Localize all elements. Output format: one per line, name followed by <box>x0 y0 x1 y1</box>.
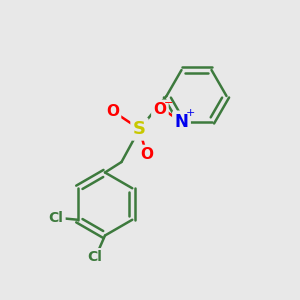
Text: Cl: Cl <box>49 211 64 225</box>
Text: O: O <box>140 147 154 162</box>
Text: +: + <box>186 108 195 118</box>
Text: −: − <box>164 98 173 108</box>
Text: O: O <box>106 103 119 118</box>
Text: O: O <box>153 102 167 117</box>
Text: N: N <box>175 113 188 131</box>
Text: Cl: Cl <box>87 250 102 264</box>
Text: S: S <box>133 120 146 138</box>
